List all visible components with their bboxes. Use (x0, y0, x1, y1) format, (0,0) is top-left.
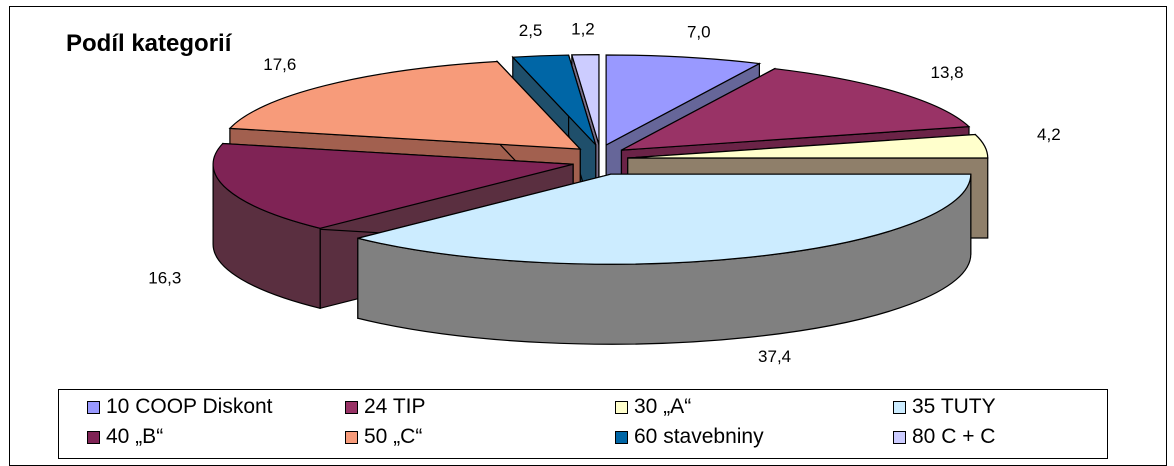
pie-chart: 7,0 13,8 4,2 37,4 16,3 17,6 2,5 1,2 (148, 19, 1061, 366)
chart-legend: 10 COOP Diskont 24 TIP 30 „A“ 35 TUTY 40 „B“… (58, 389, 1108, 459)
pie-value-label: 17,6 (263, 55, 296, 74)
pie-value-label: 16,3 (148, 269, 181, 288)
legend-item: 50 „C“ (345, 423, 422, 451)
legend-swatch (893, 430, 906, 444)
pie-value-label: 4,2 (1037, 125, 1061, 144)
pie-value-label: 2,5 (519, 21, 543, 40)
legend-label: 80 C + C (912, 425, 996, 448)
legend-swatch (87, 430, 100, 444)
pie-slice-top (605, 54, 762, 146)
pie-slice-3 (357, 173, 972, 345)
legend-label: 35 TUTY (912, 395, 996, 418)
pie-slice-top (571, 54, 600, 145)
pie-slice-top (511, 54, 597, 146)
pie-value-label: 37,4 (758, 347, 791, 366)
pie-slice-top (621, 68, 971, 151)
legend-item: 10 COOP Diskont (87, 393, 273, 421)
legend-item: 35 TUTY (893, 393, 996, 421)
legend-swatch (345, 430, 358, 444)
legend-swatch (615, 430, 628, 444)
pie-slice-top (212, 142, 574, 229)
legend-swatch (87, 400, 100, 414)
chart-title: Podíl kategorií (66, 30, 232, 57)
pie-slice-top (357, 173, 972, 265)
legend-label: 24 TIP (364, 395, 426, 418)
pie-slice-top (627, 133, 989, 159)
legend-item: 24 TIP (345, 393, 425, 421)
legend-item: 80 C + C (893, 423, 995, 451)
legend-swatch (893, 400, 906, 414)
legend-swatch (345, 400, 358, 414)
legend-swatch (615, 400, 628, 414)
pie-value-label: 1,2 (571, 19, 595, 38)
pie-value-label: 13,8 (931, 63, 964, 82)
legend-label: 10 COOP Diskont (106, 395, 273, 418)
pie-value-label: 7,0 (687, 22, 711, 41)
legend-item: 40 „B“ (87, 423, 163, 451)
legend-item: 30 „A“ (615, 393, 691, 421)
legend-item: 60 stavebniny (615, 423, 764, 451)
legend-label: 50 „C“ (364, 425, 423, 448)
legend-label: 30 „A“ (634, 395, 692, 418)
legend-label: 60 stavebniny (634, 425, 764, 448)
legend-label: 40 „B“ (106, 425, 164, 448)
pie-slice-top (228, 60, 582, 150)
